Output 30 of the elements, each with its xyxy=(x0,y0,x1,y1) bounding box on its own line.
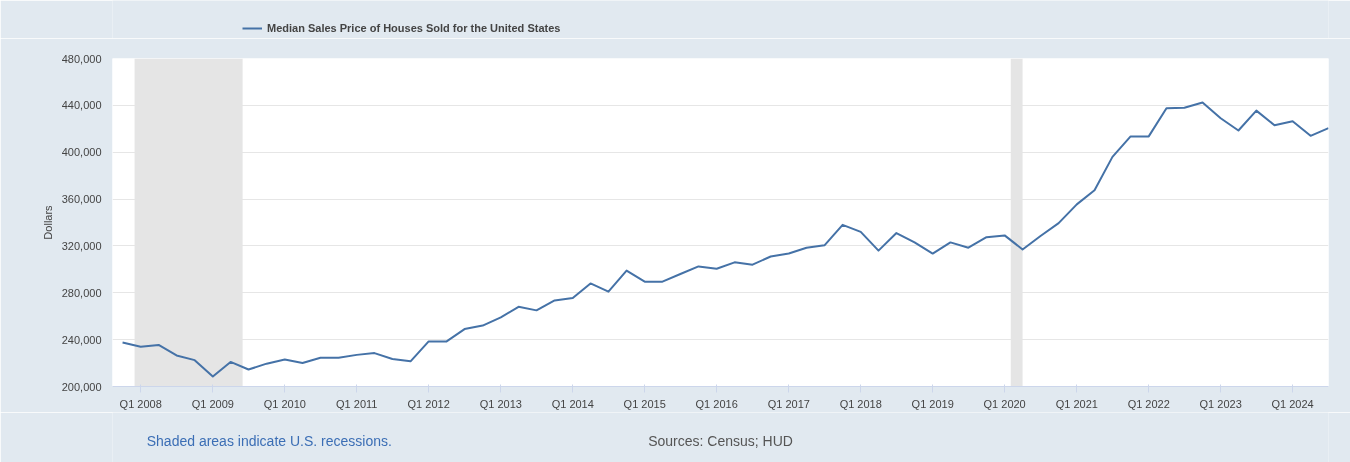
x-tick-label: Q1 2022 xyxy=(1127,397,1170,410)
y-tick-label: 480,000 xyxy=(61,52,102,65)
x-tick-label: Q1 2014 xyxy=(551,397,594,410)
x-tick-label: Q1 2024 xyxy=(1271,397,1314,410)
x-tick-label: Q1 2016 xyxy=(695,397,738,410)
y-tick-label: 240,000 xyxy=(61,333,102,346)
x-tick-label: Q1 2021 xyxy=(1055,397,1098,410)
x-tick-label: Q1 2011 xyxy=(336,397,378,410)
x-tick-label: Q1 2012 xyxy=(407,397,450,410)
x-tick-label: Q1 2018 xyxy=(839,397,882,410)
x-tick-label: Q1 2017 xyxy=(767,397,810,410)
y-tick-label: 400,000 xyxy=(61,146,102,159)
y-tick-label: 360,000 xyxy=(61,193,102,206)
x-tick-label: Q1 2023 xyxy=(1199,397,1242,410)
x-tick-label: Q1 2020 xyxy=(983,397,1026,410)
y-tick-label: 200,000 xyxy=(61,380,102,393)
source-note: Sources: Census; HUD xyxy=(648,432,793,449)
x-tick-label: Q1 2008 xyxy=(119,397,162,410)
text: Shaded areas indicate U.S. recessions. xyxy=(146,432,392,449)
x-tick-label: Q1 2015 xyxy=(623,397,666,410)
x-tick-label: Q1 2019 xyxy=(911,397,954,410)
line-series xyxy=(121,101,1329,378)
y-tick-label: 440,000 xyxy=(61,99,102,112)
x-tick-label: Q1 2013 xyxy=(479,397,522,410)
y-tick-label: 320,000 xyxy=(61,239,102,252)
y-tick-label: 280,000 xyxy=(61,286,102,299)
x-tick-label: Q1 2010 xyxy=(263,397,306,410)
x-tick-label: Q1 2009 xyxy=(191,397,234,410)
y-axis-title: Dollars xyxy=(41,204,54,240)
legend-label: Median Sales Price of Houses Sold for the United States xyxy=(267,22,561,34)
